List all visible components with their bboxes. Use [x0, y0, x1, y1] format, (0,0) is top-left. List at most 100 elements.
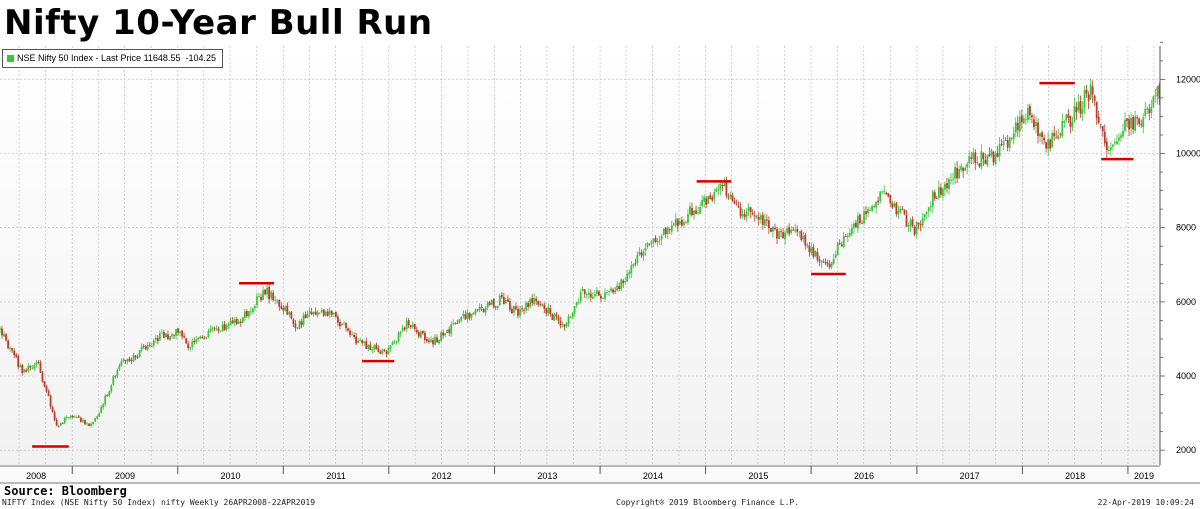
candle	[100, 404, 103, 414]
candle	[834, 250, 837, 259]
candle	[379, 349, 382, 354]
candle	[13, 348, 16, 359]
candle	[162, 329, 165, 339]
candle	[990, 148, 993, 158]
candle	[948, 177, 950, 195]
y-tick-label: 12000	[1176, 74, 1200, 84]
candle	[108, 390, 111, 398]
candle	[130, 357, 133, 365]
candle	[842, 231, 845, 249]
candle	[557, 314, 560, 324]
candle	[444, 332, 447, 338]
candle	[986, 154, 989, 168]
candle	[573, 305, 576, 317]
candle	[292, 318, 295, 328]
candle	[648, 243, 651, 246]
candle	[636, 251, 639, 266]
candle	[980, 144, 983, 170]
candle	[23, 368, 26, 374]
candle	[705, 195, 708, 209]
candle	[395, 340, 398, 345]
candle	[243, 308, 246, 322]
candle	[258, 292, 260, 298]
candle	[494, 305, 497, 310]
candle	[144, 344, 147, 350]
candle	[199, 335, 202, 339]
candle	[836, 241, 839, 256]
candle	[102, 402, 105, 410]
candle	[676, 217, 679, 232]
candle	[1059, 132, 1062, 139]
candle	[1063, 119, 1066, 128]
candle	[541, 302, 544, 307]
candle	[513, 305, 515, 317]
x-tick-label: 2009	[115, 471, 135, 481]
candle	[237, 318, 240, 325]
candle	[670, 220, 673, 236]
candle	[37, 360, 40, 365]
candle	[735, 199, 738, 206]
candle	[962, 167, 965, 178]
candle	[608, 290, 610, 296]
candle	[741, 208, 744, 220]
candle	[840, 241, 843, 247]
candle	[167, 330, 169, 341]
candle	[21, 364, 24, 376]
candle	[1004, 137, 1007, 141]
candle	[1103, 124, 1106, 147]
candle	[555, 311, 558, 320]
candle	[913, 225, 916, 237]
candle	[687, 208, 689, 226]
candle	[373, 343, 376, 353]
candle	[816, 248, 819, 263]
candle	[415, 326, 418, 335]
candle	[788, 223, 791, 237]
candle	[193, 337, 196, 345]
candle	[745, 208, 748, 222]
candle	[460, 316, 463, 323]
candle	[715, 187, 718, 193]
candle	[1069, 115, 1072, 134]
candle	[678, 217, 681, 226]
candle	[1035, 115, 1037, 134]
candle	[256, 292, 258, 309]
candle	[1132, 115, 1135, 135]
candle	[1105, 137, 1108, 158]
candle	[921, 213, 924, 229]
candle	[464, 310, 467, 320]
candle	[806, 242, 809, 249]
candle	[51, 405, 54, 413]
x-tick-label: 2018	[1065, 471, 1085, 481]
candle	[776, 226, 778, 244]
candle	[213, 326, 216, 332]
candle	[1002, 134, 1005, 151]
candle	[583, 289, 586, 298]
candle	[320, 307, 323, 313]
candle	[1047, 132, 1050, 157]
x-tick-label: 2008	[26, 471, 46, 481]
candle	[381, 348, 384, 355]
candle	[1079, 95, 1082, 119]
candle	[1148, 104, 1151, 121]
candle	[3, 331, 5, 338]
candle	[996, 146, 999, 158]
candle	[622, 278, 625, 288]
x-tick-label: 2014	[643, 471, 663, 481]
candle	[288, 310, 291, 318]
candle	[15, 352, 18, 359]
candle	[1087, 91, 1090, 110]
candle	[421, 330, 424, 335]
candle	[306, 310, 309, 319]
candle	[187, 340, 190, 351]
candle	[488, 300, 491, 306]
candle	[446, 329, 449, 334]
candle	[830, 261, 833, 270]
candle	[486, 300, 489, 310]
footer-center: Copyright® 2019 Bloomberg Finance L.P.	[616, 498, 800, 507]
candle	[318, 312, 321, 315]
candle	[440, 330, 443, 343]
candle	[931, 189, 934, 214]
candle	[1156, 85, 1159, 105]
candle	[828, 259, 831, 270]
